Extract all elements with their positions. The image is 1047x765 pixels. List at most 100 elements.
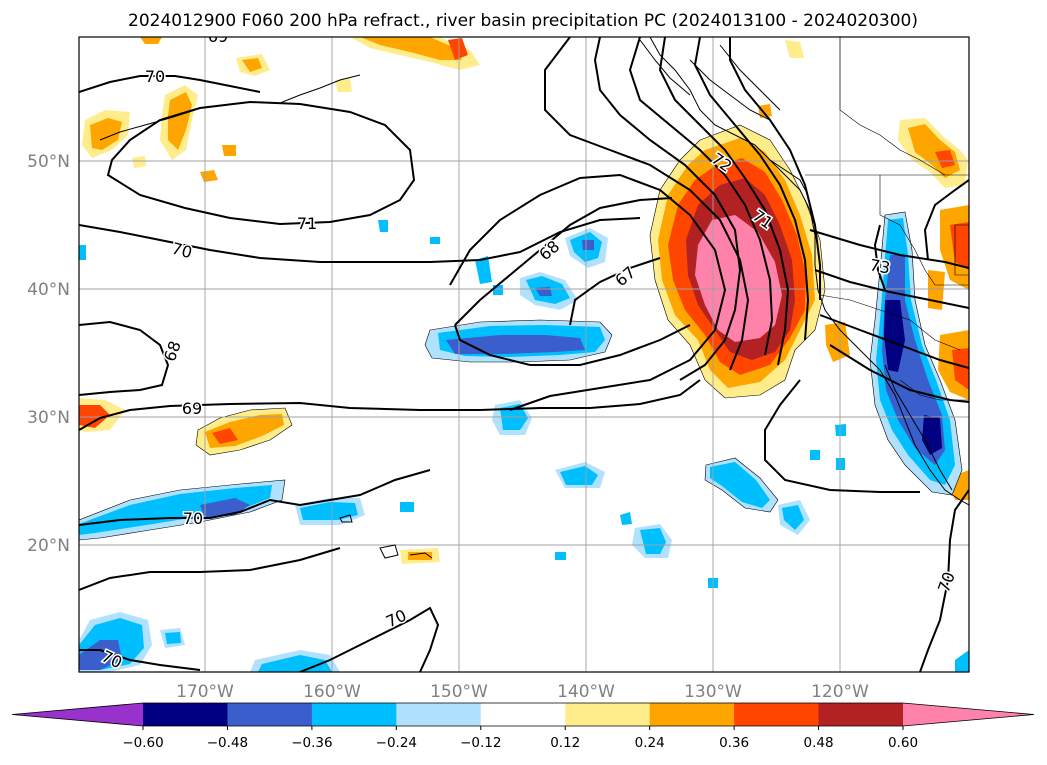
contour-70-north <box>79 75 261 93</box>
contour-70-south <box>79 469 431 526</box>
colorbar-tick-label: −0.24 <box>376 735 417 751</box>
latitude-labels: 50°N 40°N 30°N 20°N <box>27 152 70 556</box>
lon-label: 120°W <box>811 682 869 702</box>
contour-68-center <box>454 197 673 326</box>
contour-label: 71 <box>297 214 317 233</box>
contour-72 <box>628 37 774 356</box>
contour-70-bottom2 <box>299 606 440 672</box>
shade-spot-b8b <box>640 528 666 554</box>
shade-right-blue-dark <box>884 300 905 372</box>
shade-spot-b10 <box>378 220 388 232</box>
colorbar-tick-label: 0.48 <box>804 735 834 751</box>
contour-67 <box>569 257 661 326</box>
contour-ring-b <box>593 37 742 381</box>
colorbar-segment <box>227 703 313 726</box>
negative-anomaly-shading <box>79 212 969 672</box>
contour-69-loop <box>454 324 691 366</box>
shade-nw-2b <box>168 92 192 150</box>
lon-label: 130°W <box>684 682 742 702</box>
shade-e-1c <box>935 150 955 168</box>
shade-e-5 <box>825 322 850 362</box>
colorbar-segment <box>649 703 735 726</box>
contour-74 <box>729 37 821 300</box>
lat-label: 20°N <box>27 536 70 556</box>
longitude-labels: 170°W 160°W 150°W 140°W 130°W 120°W <box>176 682 869 702</box>
shade-bl-3b <box>258 655 332 672</box>
contour-label: 69 <box>208 27 228 46</box>
shade-sw-band <box>79 485 272 535</box>
colorbar-segment <box>734 703 820 726</box>
contour-east-7 <box>923 179 969 261</box>
lon-label: 160°W <box>303 682 361 702</box>
shade-spot-b7b <box>782 505 804 530</box>
contour-ring-a <box>449 173 727 411</box>
shade-e-4b <box>952 348 969 390</box>
contour-east-2 <box>814 269 969 309</box>
contour-east-5 <box>764 379 920 493</box>
lon-label: 150°W <box>430 682 488 702</box>
map-frame <box>78 36 970 673</box>
contour-label: 70 <box>183 509 203 528</box>
lat-label: 30°N <box>27 408 70 428</box>
shade-nw-3b <box>242 58 262 72</box>
contour-73 <box>693 37 810 341</box>
shade-nw-4b <box>360 37 462 60</box>
colorbar-tick-label: −0.60 <box>122 735 163 751</box>
shade-spot-b5b <box>560 466 598 485</box>
shade-spot-b17 <box>836 458 845 470</box>
shade-spot-b13 <box>555 552 566 560</box>
shade-nw-7 <box>200 170 218 182</box>
shade-sw-2b <box>300 502 358 520</box>
lon-label: 140°W <box>557 682 615 702</box>
colorbar-extend-high <box>903 703 1034 726</box>
shade-spot-b9 <box>620 512 632 525</box>
shade-w30-2c <box>212 428 238 444</box>
contour-70-bottom <box>79 649 201 671</box>
shade-spot-b2c <box>582 240 594 250</box>
shade-spot-b12 <box>493 285 503 295</box>
colorbar-segment <box>143 703 228 726</box>
shade-w30-1b <box>79 405 110 428</box>
colorbar-tick-label: −0.12 <box>460 735 501 751</box>
contour-71-closed <box>106 100 416 226</box>
shade-spot-b15 <box>835 424 846 436</box>
lat-label: 50°N <box>27 152 70 172</box>
contour-east-1 <box>809 229 969 269</box>
shade-nw-10 <box>785 40 804 58</box>
contour-label: 69 <box>182 399 202 418</box>
colorbar-extend-low <box>12 703 143 726</box>
contour-68-west <box>79 320 170 396</box>
colorbar-tick-label: −0.48 <box>207 735 248 751</box>
contour-label: 70 <box>145 67 165 86</box>
colorbar-tick-label: 0.36 <box>719 735 749 751</box>
colorbar-segment <box>396 703 482 726</box>
shade-nw-11 <box>758 104 772 118</box>
lon-label: 170°W <box>176 682 234 702</box>
shade-nw-9 <box>335 78 352 92</box>
colorbar: −0.60 −0.48 −0.36 −0.24 −0.12 0.12 0.24 0.36 0.4… <box>11 702 1035 751</box>
contour-east-3 <box>819 314 969 369</box>
contour-east-8 <box>873 224 886 291</box>
refractivity-contours <box>79 37 969 672</box>
contour-70-mid <box>79 217 641 263</box>
shade-spot-b6b <box>710 462 770 508</box>
shade-spot-b11 <box>430 237 440 244</box>
contour-69 <box>79 379 701 431</box>
colorbar-tick-label: 0.60 <box>888 735 918 751</box>
shade-bl-1c <box>79 640 122 670</box>
colorbar-tick-label: −0.36 <box>291 735 332 751</box>
shade-spot-b3 <box>475 256 492 284</box>
shade-nw-4c <box>448 38 468 60</box>
contour-70-south2 <box>79 547 341 591</box>
map-area: 70 71 70 68 69 70 70 70 68 67 72 71 73 7… <box>79 27 969 672</box>
shade-bl-4 <box>955 650 969 672</box>
colorbar-tick-label: 0.24 <box>635 735 665 751</box>
shade-bl-2b <box>165 632 181 644</box>
colorbar-segment <box>311 703 397 726</box>
positive-anomaly-shading <box>79 37 969 564</box>
contour-ring-c <box>544 37 750 371</box>
shade-nw-8 <box>132 156 146 168</box>
colorbar-segment <box>818 703 904 726</box>
contour-east-6 <box>919 489 969 672</box>
